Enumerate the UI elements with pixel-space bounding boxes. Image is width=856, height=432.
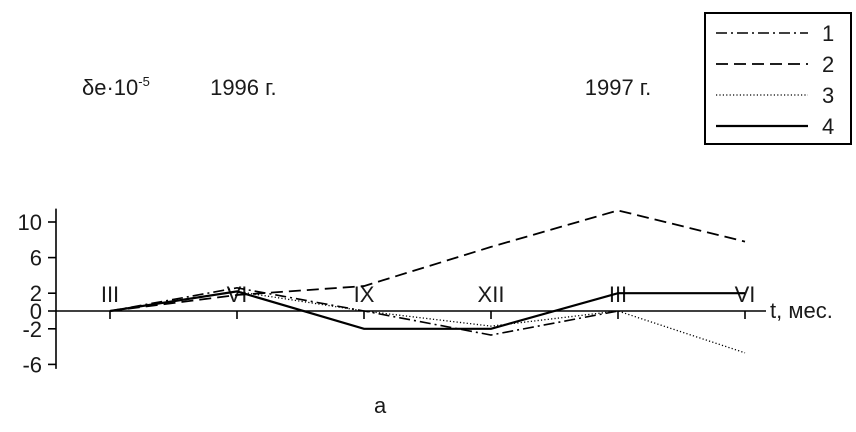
y-tick-label: -6 bbox=[22, 352, 42, 377]
legend-label-2: 2 bbox=[822, 52, 834, 77]
series-line-3 bbox=[109, 290, 746, 354]
figure-caption: а bbox=[374, 393, 387, 418]
x-category-label: III bbox=[609, 282, 627, 307]
legend-box bbox=[704, 12, 852, 145]
y-tick-label: 2 bbox=[30, 281, 42, 306]
x-category-label: III bbox=[101, 282, 119, 307]
series-line-4 bbox=[109, 290, 745, 330]
year-label: 1997 г. bbox=[585, 75, 652, 100]
y-tick-label: 10 bbox=[18, 210, 42, 235]
y-tick-label: 0 bbox=[30, 299, 42, 324]
y-axis-label: δe·10-5 bbox=[82, 74, 150, 100]
x-category-labels: III VI IX XII III VI bbox=[101, 282, 756, 319]
series-line-1 bbox=[109, 287, 619, 336]
legend: 1 2 3 4 bbox=[704, 12, 852, 145]
y-tick-label: -2 bbox=[22, 317, 42, 342]
legend-label-1: 1 bbox=[822, 21, 834, 46]
x-category-label: VI bbox=[735, 282, 756, 307]
series-line-2 bbox=[109, 209, 746, 312]
legend-label-4: 4 bbox=[822, 114, 834, 139]
x-category-label: IX bbox=[354, 282, 375, 307]
y-tick-label: 6 bbox=[30, 246, 42, 271]
x-axis-label: t, мес. bbox=[770, 298, 833, 323]
legend-label-3: 3 bbox=[822, 83, 834, 108]
x-category-label: XII bbox=[478, 282, 505, 307]
y-axis-label-exponent: -5 bbox=[138, 74, 150, 89]
y-axis-label-base: δe·10 bbox=[82, 75, 138, 100]
y-ticks: 10 6 20-2 -6 bbox=[18, 210, 56, 377]
year-labels: 1996 г. 1997 г. bbox=[210, 75, 651, 100]
axes bbox=[55, 208, 766, 369]
year-label: 1996 г. bbox=[210, 75, 277, 100]
series-lines bbox=[109, 209, 746, 354]
